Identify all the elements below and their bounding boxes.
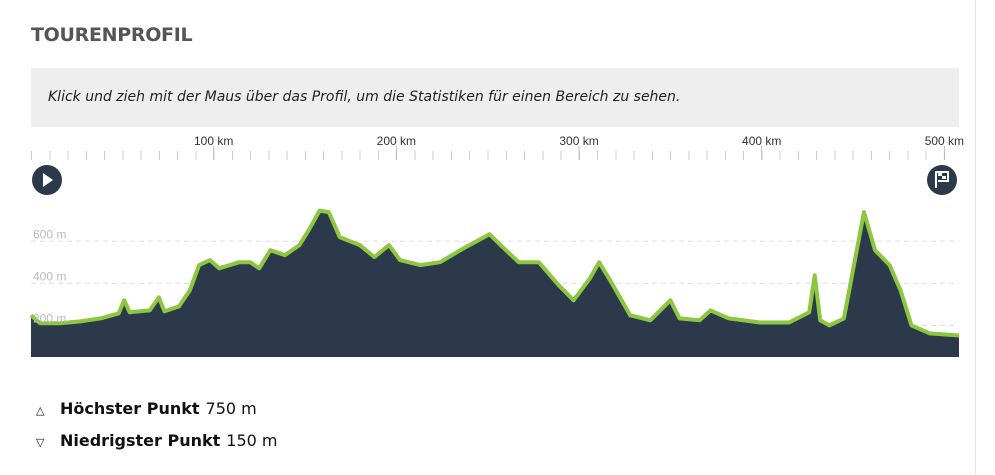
stat-label: Niedrigster Punkt bbox=[60, 431, 221, 450]
elevation-line bbox=[29, 208, 960, 338]
hint-box: Klick und zieh mit der Maus über das Pro… bbox=[31, 68, 959, 127]
x-tick-label: 200 km bbox=[377, 134, 416, 148]
stat-low: ▽ Niedrigster Punkt 150 m bbox=[36, 431, 278, 450]
x-tick-label: 300 km bbox=[559, 134, 598, 148]
stat-high: △ Höchster Punkt 750 m bbox=[36, 399, 257, 418]
stat-value: 750 m bbox=[205, 399, 257, 418]
ruler bbox=[31, 151, 959, 160]
y-tick-label: 400 m bbox=[33, 269, 66, 283]
hint-text: Klick und zieh mit der Maus über das Pro… bbox=[48, 89, 681, 105]
stat-label: Höchster Punkt bbox=[60, 399, 200, 418]
x-tick-label: 100 km bbox=[194, 134, 233, 148]
x-tick-label: 400 km bbox=[742, 134, 781, 148]
stat-value: 150 m bbox=[226, 431, 278, 450]
section-title: TOURENPROFIL bbox=[31, 24, 193, 46]
start-icon[interactable] bbox=[32, 165, 62, 195]
finish-icon[interactable] bbox=[927, 165, 957, 195]
y-tick-label: 200 m bbox=[33, 312, 66, 326]
y-tick-label: 600 m bbox=[33, 227, 66, 241]
elevation-area bbox=[31, 210, 959, 357]
divider bbox=[975, 0, 976, 475]
x-tick-label: 500 km bbox=[925, 134, 964, 148]
